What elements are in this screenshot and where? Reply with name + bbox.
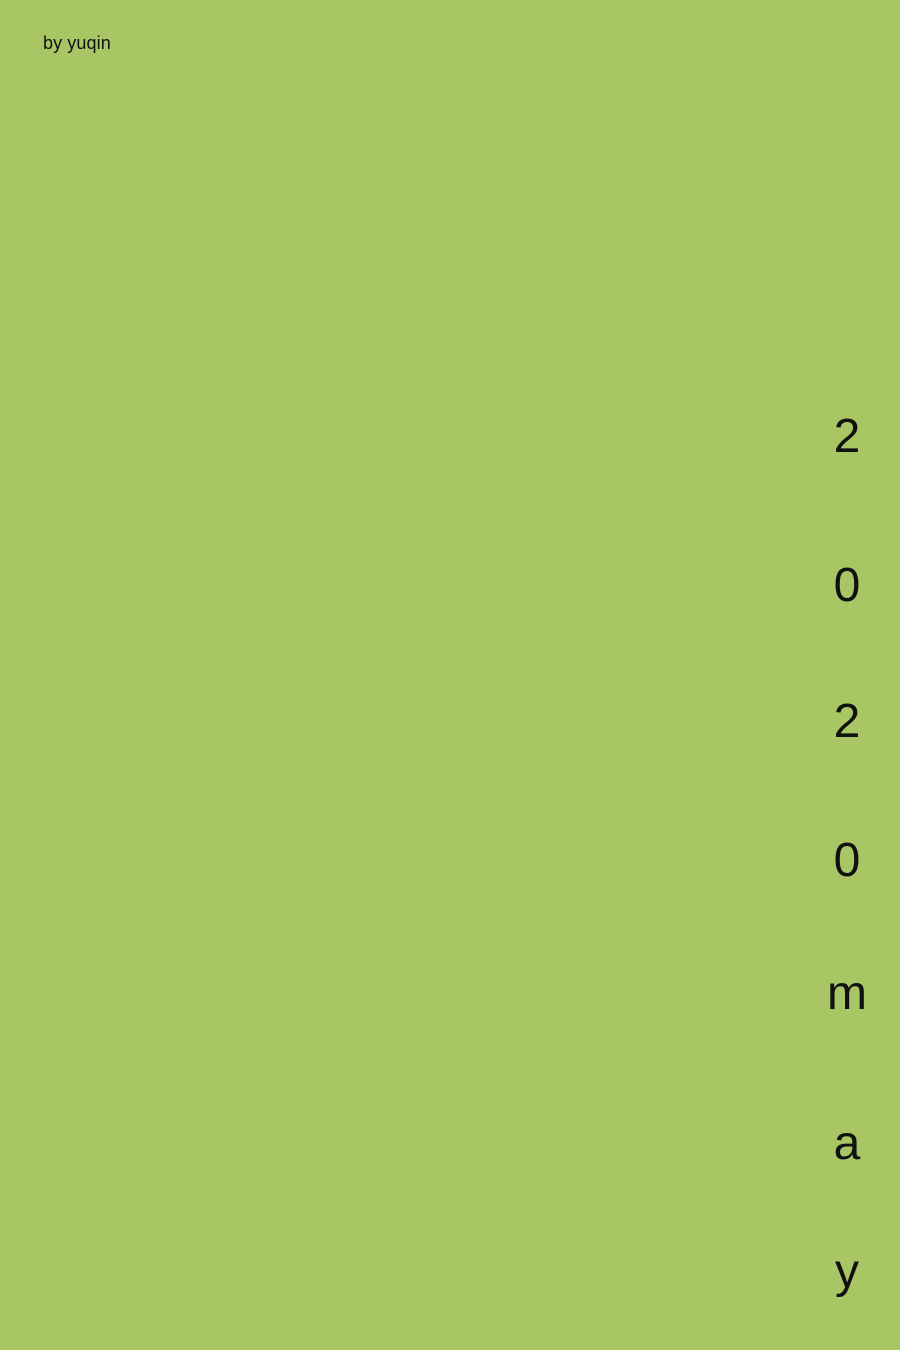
title-character: 2	[833, 695, 861, 748]
vertical-date-title: 2 0 2 0 m a y	[815, 0, 879, 1350]
title-character: y	[835, 1245, 859, 1298]
title-character: m	[827, 967, 867, 1020]
title-character: 0	[833, 559, 861, 612]
title-character: a	[833, 1117, 861, 1170]
title-character: 2	[833, 410, 861, 463]
author-credit: by yuqin	[43, 33, 111, 53]
title-character: 0	[833, 834, 861, 887]
